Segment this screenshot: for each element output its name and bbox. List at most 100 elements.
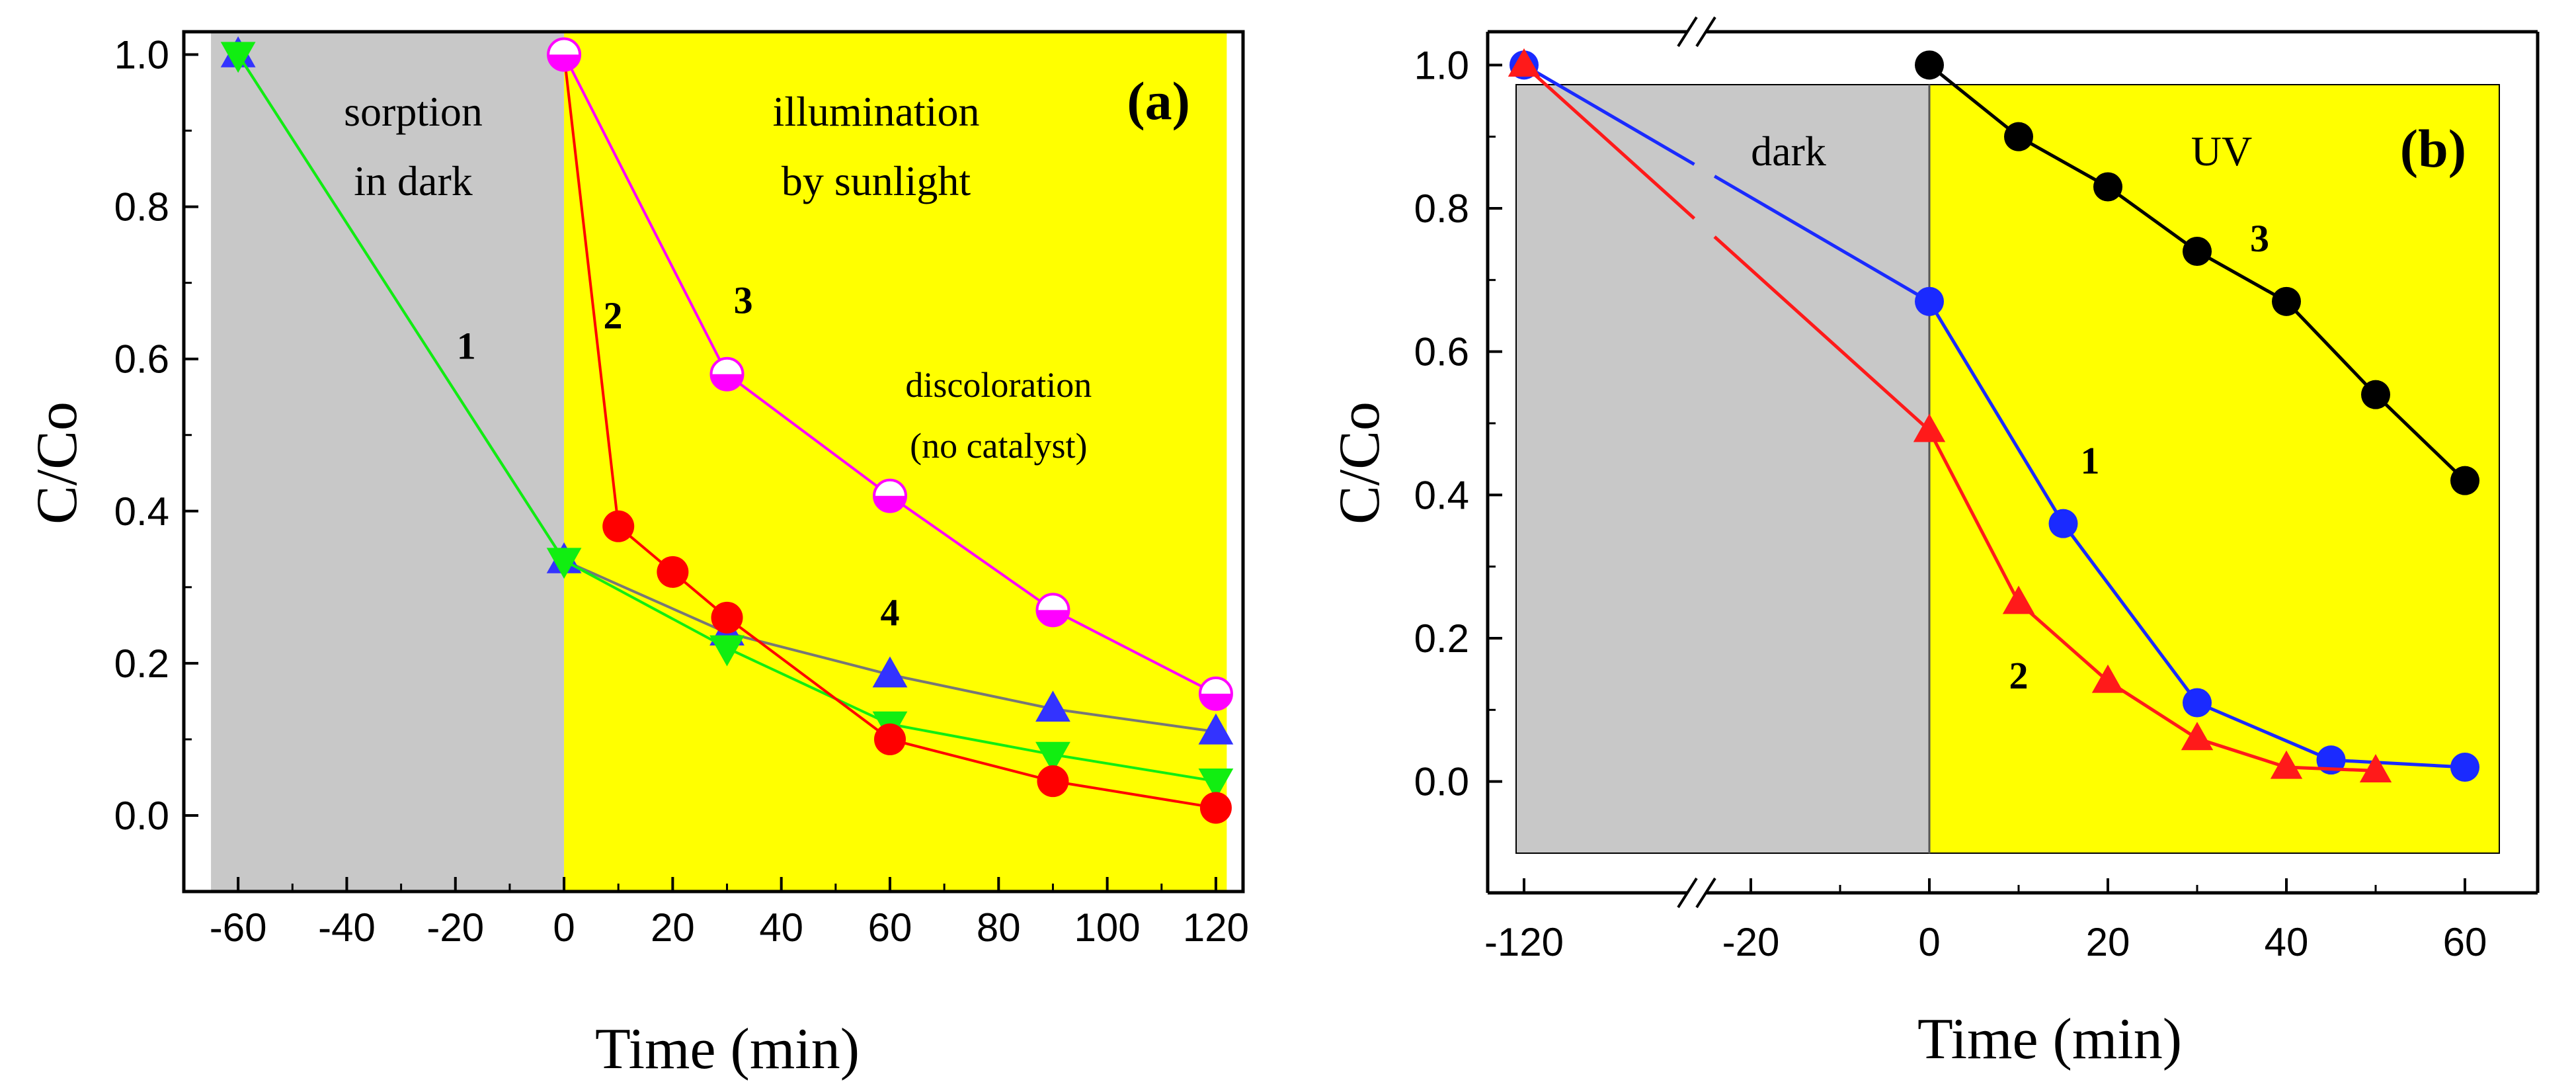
series-3-point (2272, 286, 2301, 316)
y-tick-label: 0.4 (1414, 473, 1469, 517)
axis-break-mark (1677, 877, 1698, 909)
x-tick-label: -60 (210, 905, 267, 950)
axis-break-mark (1695, 16, 1716, 48)
series-green-point (220, 42, 256, 73)
panel-b: -120 -20 0 20 40 60 0.0 0.2 0.4 0.6 0.8 1.0 (b) dar… (1328, 16, 2540, 1071)
series-3-point-fill (874, 495, 906, 512)
series-3-point (1198, 676, 1233, 711)
series-3-point (2183, 237, 2212, 267)
series-1-line (1523, 63, 1695, 166)
series-2-point (874, 723, 906, 755)
series-1-point (2450, 753, 2479, 782)
series-2-point (1913, 413, 1946, 442)
dark-region (211, 32, 565, 892)
y-tick-label: 0.6 (1414, 330, 1469, 374)
series-1-line (1713, 175, 1931, 303)
series-2-point (2002, 585, 2035, 614)
series-number-label: 4 (881, 591, 900, 634)
series-3-point (547, 37, 582, 72)
series-2-point (2181, 722, 2214, 751)
x-tick-label: 60 (2443, 920, 2487, 964)
x-tick-label: 40 (2265, 920, 2309, 964)
series-2-point (1508, 48, 1541, 77)
series-2-point (2091, 664, 2124, 693)
x-tick-label: 60 (868, 905, 912, 950)
region-light-label-line2: by sunlight (782, 157, 971, 204)
x-tick-label: 100 (1074, 905, 1141, 950)
y-tick-label: 0.2 (1414, 616, 1469, 661)
y-tick-label: 1.0 (1414, 43, 1469, 87)
panel-b-label: (b) (2400, 118, 2466, 179)
series-2-point (1199, 792, 1232, 824)
y-tick-label: 0.8 (114, 185, 169, 229)
axis-break-mark (1695, 877, 1716, 909)
uv-region (1929, 85, 2499, 853)
series-green-point (546, 548, 582, 579)
series-2-line (1927, 429, 2376, 772)
series-3-point-fill (548, 54, 581, 71)
series-number-label: 1 (2081, 439, 2100, 482)
panel-b-ylabel: C/Co (1328, 401, 1392, 524)
x-tick-label: -120 (1484, 920, 1564, 964)
series-2-line (1523, 63, 1696, 220)
series-2-point (2359, 754, 2392, 783)
series-4-point (1198, 713, 1234, 745)
region-uv-label: UV (2191, 128, 2252, 175)
series-3-point-fill (1037, 610, 1069, 626)
y-tick-label: 1.0 (114, 33, 169, 77)
panel-a-xlabel: Time (min) (595, 1017, 860, 1081)
x-tick-label: 40 (759, 905, 803, 950)
series-green-point (1035, 741, 1070, 773)
annotation-text: discoloration (905, 365, 1092, 405)
series-3-point (2093, 172, 2122, 202)
series-3-point (709, 356, 745, 392)
dark-region-b (1516, 85, 1929, 853)
x-tick-label: -20 (1722, 920, 1780, 964)
series-3-point (2361, 380, 2390, 409)
y-tick-label: 0.2 (114, 642, 169, 686)
series-number-label: 3 (2250, 217, 2269, 260)
series-number-label: 2 (604, 294, 623, 337)
series-green-point (1198, 768, 1234, 800)
x-tick-label: 80 (977, 905, 1021, 950)
axis-break-mark (1677, 16, 1698, 48)
series-2-point (602, 510, 635, 542)
panel-a-frame (182, 30, 1245, 894)
series-1-point (2048, 509, 2078, 538)
series-3-point (1915, 50, 1944, 80)
series-number-label: 1 (457, 325, 476, 368)
x-tick-label: 120 (1183, 905, 1249, 950)
series-3-point-fill (711, 374, 743, 390)
series-4-point (872, 656, 908, 688)
series-1-point (1915, 286, 1944, 316)
region-light-label-line1: illumination (773, 88, 980, 135)
panel-a-ylabel: C/Co (25, 401, 89, 524)
series-green-line (237, 54, 1217, 783)
y-tick-label: 0.0 (114, 794, 169, 838)
annotation-text: (no catalyst) (910, 426, 1087, 466)
y-tick-label: 0.0 (1414, 760, 1469, 804)
y-tick-label: 0.4 (114, 489, 169, 534)
panel-b-xlabel: Time (min) (1917, 1007, 2182, 1071)
series-3-point (1035, 593, 1070, 628)
series-2-line (1713, 235, 1931, 432)
region-dark-label-b: dark (1751, 128, 1826, 175)
region-outline (1515, 84, 2500, 854)
series-3-point (873, 478, 907, 513)
x-tick-label: 20 (2086, 920, 2130, 964)
panel-a: -60 -40 -20 0 20 40 60 80 100 120 0.0 0.2 0.4 0.6 0.8 1… (25, 30, 1249, 1081)
region-dark-label-line1: sorption (344, 88, 483, 135)
series-2-point (2270, 750, 2303, 779)
series-2-point (711, 601, 743, 634)
x-tick-label: 0 (1918, 920, 1940, 964)
series-3-point (2450, 466, 2479, 495)
series-3-point-fill (1199, 693, 1232, 710)
series-2-point (657, 556, 689, 588)
region-dark-label-line2: in dark (354, 157, 473, 204)
panel-a-label: (a) (1127, 71, 1190, 131)
x-tick-label: -20 (426, 905, 484, 950)
x-tick-label: -40 (318, 905, 376, 950)
series-2-point (1037, 765, 1069, 798)
series-green-point (709, 635, 745, 667)
